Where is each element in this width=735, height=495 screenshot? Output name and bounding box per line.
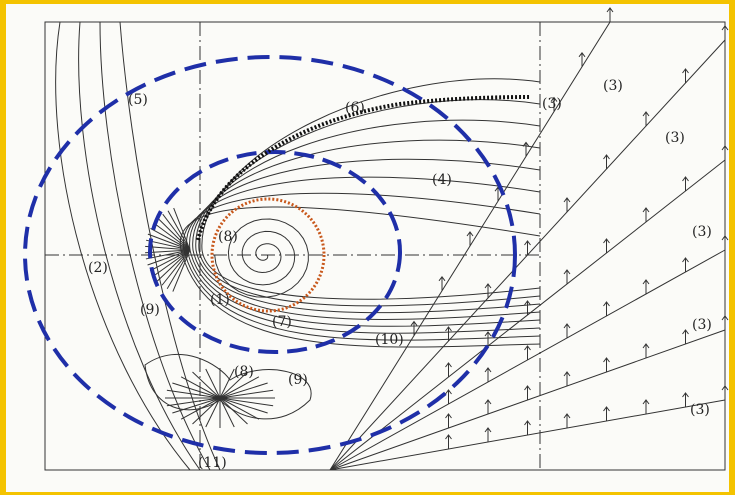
label: (3) <box>603 78 623 94</box>
label: (9) <box>140 302 160 318</box>
label: (3) <box>690 402 710 418</box>
label: (2) <box>88 260 108 276</box>
label: (6) <box>345 100 365 116</box>
label: (3) <box>542 96 562 112</box>
diagram: (5) (6) (3) (3) (3) (3) (3) (3) (4) (2) … <box>0 0 735 495</box>
label: (4) <box>432 172 452 188</box>
label: (9) <box>288 372 308 388</box>
label: (8) <box>218 229 238 245</box>
label: (7) <box>272 314 292 330</box>
label: (10) <box>375 332 404 348</box>
label: (8) <box>234 364 254 380</box>
label: (3) <box>692 224 712 240</box>
label: (11) <box>198 455 227 471</box>
label: (5) <box>128 92 148 108</box>
label: (3) <box>665 130 685 146</box>
label: (3) <box>692 317 712 333</box>
label: (1) <box>210 292 230 308</box>
